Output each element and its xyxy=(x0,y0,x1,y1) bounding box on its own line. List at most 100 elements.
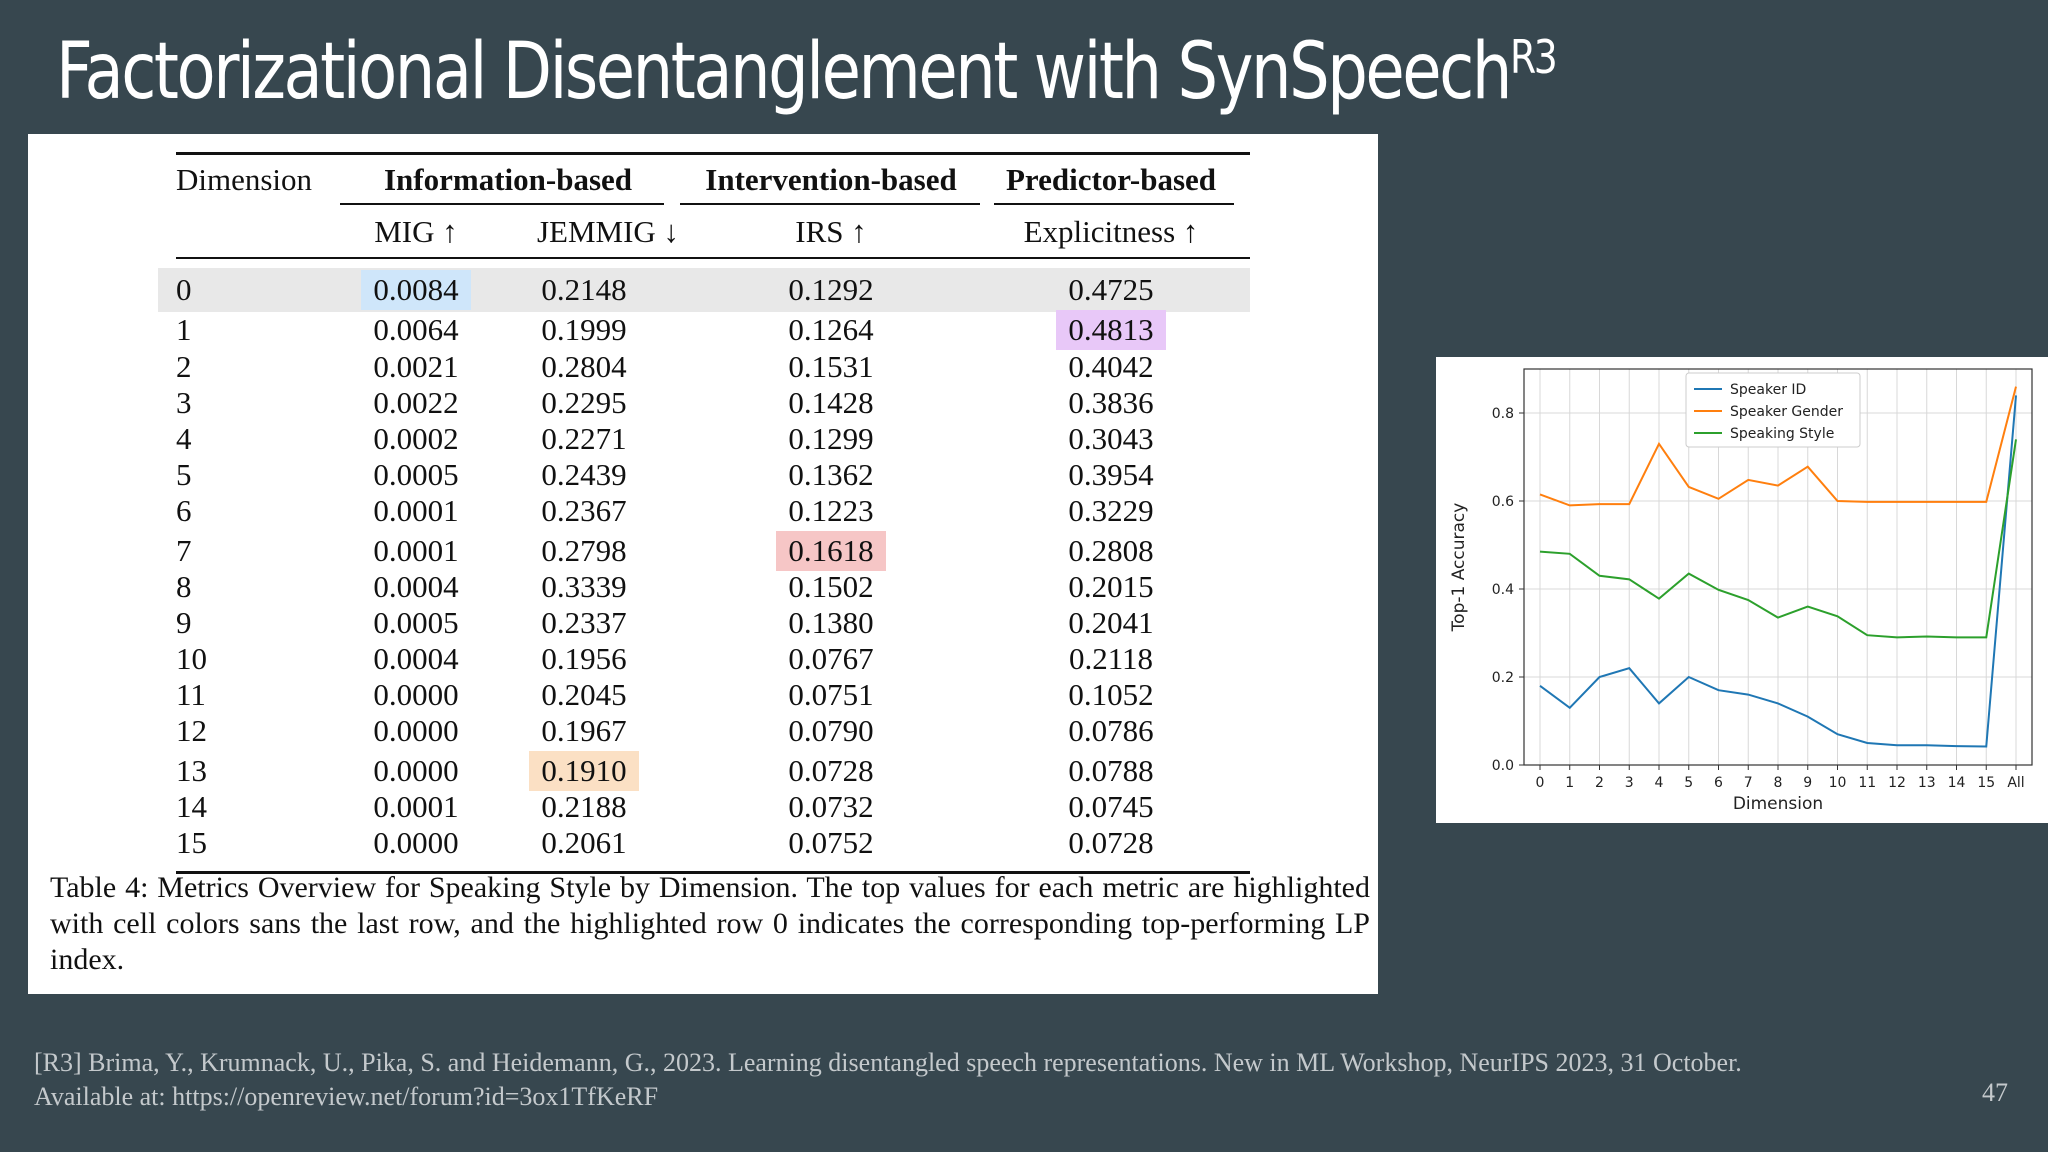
table-cell: 0.0728 xyxy=(788,753,874,788)
table-cell: 0.1999 xyxy=(541,312,627,347)
table-cell: 0.2148 xyxy=(541,272,627,307)
x-tick-label: 7 xyxy=(1744,775,1753,791)
table-cell: 0.2015 xyxy=(1068,569,1154,604)
table-cell-dimension: 1 xyxy=(176,312,192,347)
reference-link[interactable]: Available at: https://openreview.net/for… xyxy=(34,1082,659,1111)
table-cell-dimension: 11 xyxy=(176,677,206,712)
slide-title: Factorizational Disentanglement with Syn… xyxy=(56,26,1558,120)
table-cell: 0.2045 xyxy=(541,677,627,712)
table-cell-dimension: 3 xyxy=(176,385,192,420)
table-cell: 0.2271 xyxy=(541,421,627,456)
group-rule-predictor xyxy=(994,203,1234,205)
table-cell: 0.2295 xyxy=(541,385,627,420)
y-tick-label: 0.2 xyxy=(1492,670,1514,686)
x-tick-label: 2 xyxy=(1595,775,1604,791)
series-line-speaking-style xyxy=(1539,439,2017,639)
x-tick-label: 5 xyxy=(1684,775,1693,791)
table-cell: 0.0001 xyxy=(373,533,459,568)
reference-line-1: [R3] Brima, Y., Krumnack, U., Pika, S. a… xyxy=(34,1048,1742,1077)
y-tick-label: 0.0 xyxy=(1492,758,1514,774)
legend-label: Speaking Style xyxy=(1730,426,1834,442)
metric-header: Explicitness ↑ xyxy=(1023,214,1199,249)
metrics-table: Dimension Information-based Intervention-b… xyxy=(28,134,1378,994)
table-cell: 0.0005 xyxy=(373,605,459,640)
y-tick-label: 0.4 xyxy=(1492,582,1514,598)
table-cell: 0.3339 xyxy=(541,569,627,604)
table-cell: 0.0732 xyxy=(788,789,874,824)
highlight-cell xyxy=(1056,310,1166,350)
highlight-cell xyxy=(776,531,886,571)
dimension-header: Dimension xyxy=(176,162,313,197)
highlight-cell xyxy=(529,751,639,791)
table-cell: 0.1502 xyxy=(788,569,874,604)
table-cell: 0.2337 xyxy=(541,605,627,640)
page-number: 47 xyxy=(1982,1078,2008,1107)
table-cell: 0.0005 xyxy=(373,457,459,492)
table-figure: Dimension Information-based Intervention-b… xyxy=(28,134,1378,994)
accuracy-chart-svg: 0 1 2 3 4 5 6 7 8 9 10 11 12 13 14 15 All0.00.20.40.60.8… xyxy=(1449,368,2033,814)
header-rule xyxy=(176,257,1250,259)
x-tick-label: 4 xyxy=(1655,775,1664,791)
table-cell: 0.3836 xyxy=(1068,385,1154,420)
y-axis-label: Top-1 Accuracy xyxy=(1449,503,1469,633)
table-cell: 0.0001 xyxy=(373,789,459,824)
table-cell-dimension: 2 xyxy=(176,349,192,384)
y-tick-label: 0.6 xyxy=(1492,494,1514,510)
table-cell: 0.1910 xyxy=(541,753,627,788)
table-cell: 0.2041 xyxy=(1068,605,1154,640)
reference-citation: [R3] Brima, Y., Krumnack, U., Pika, S. a… xyxy=(34,1046,1964,1114)
table-cell-dimension: 12 xyxy=(176,713,207,748)
slide-title-text: Factorizational Disentanglement with Syn… xyxy=(56,27,1512,117)
title-superscript: R3 xyxy=(1509,30,1558,84)
accuracy-chart: 0 1 2 3 4 5 6 7 8 9 10 11 12 13 14 15 All 0.0 0.2 0.4 0.6 0.8… xyxy=(1436,357,2048,823)
table-cell-dimension: 9 xyxy=(176,605,192,640)
x-tick-label: 8 xyxy=(1774,775,1783,791)
table-cell: 0.0021 xyxy=(373,349,459,384)
metric-header: MIG ↑ xyxy=(374,214,458,249)
table-cell: 0.1967 xyxy=(541,713,627,748)
x-tick-label: 14 xyxy=(1948,775,1966,791)
table-cell: 0.2118 xyxy=(1068,641,1154,676)
table-cell: 0.1428 xyxy=(788,385,874,420)
group-rule-intervention xyxy=(680,203,980,205)
table-cell: 0.0790 xyxy=(788,713,874,748)
table-cell: 0.0751 xyxy=(788,677,874,712)
x-tick-label: 1 xyxy=(1565,775,1574,791)
x-tick-label: 0 xyxy=(1536,775,1545,791)
table-cell: 0.4813 xyxy=(1068,312,1154,347)
table-cell: 0.0004 xyxy=(373,641,459,676)
table-cell: 0.0745 xyxy=(1068,789,1154,824)
series-line-speaker-gender xyxy=(1539,386,2017,507)
table-cell-dimension: 8 xyxy=(176,569,192,604)
table-cell: 0.1264 xyxy=(788,312,874,347)
table-cell-dimension: 13 xyxy=(176,753,207,788)
group-header: Intervention-based xyxy=(705,162,957,197)
table-cell: 0.2188 xyxy=(541,789,627,824)
group-rule-info xyxy=(340,203,664,205)
metric-header: JEMMIG ↓ xyxy=(536,214,680,249)
table-cell: 0.4042 xyxy=(1068,349,1154,384)
x-axis-label: Dimension xyxy=(1733,794,1823,814)
table-cell: 0.0752 xyxy=(788,825,874,860)
table-cell: 0.4725 xyxy=(1068,272,1154,307)
top-rule xyxy=(176,152,1250,155)
highlighted-row-band xyxy=(158,268,1250,312)
table-cell: 0.1956 xyxy=(541,641,627,676)
legend-label: Speaker ID xyxy=(1730,382,1806,398)
x-tick-label: 15 xyxy=(1977,775,1995,791)
table-cell-dimension: 5 xyxy=(176,457,192,492)
table-cell: 0.0788 xyxy=(1068,753,1154,788)
table-cell: 0.0004 xyxy=(373,569,459,604)
table-cell-dimension: 4 xyxy=(176,421,192,456)
table-cell: 0.2367 xyxy=(541,493,627,528)
table-cell: 0.1380 xyxy=(788,605,874,640)
table-cell: 0.3043 xyxy=(1068,421,1154,456)
table-cell: 0.1618 xyxy=(788,533,874,568)
table-cell: 0.1299 xyxy=(788,421,874,456)
table-cell: 0.0000 xyxy=(373,713,459,748)
table-cell: 0.0000 xyxy=(373,677,459,712)
table-cell: 0.1531 xyxy=(788,349,874,384)
table-cell: 0.0001 xyxy=(373,493,459,528)
x-tick-label: 10 xyxy=(1829,775,1847,791)
table-cell: 0.0064 xyxy=(373,312,459,347)
